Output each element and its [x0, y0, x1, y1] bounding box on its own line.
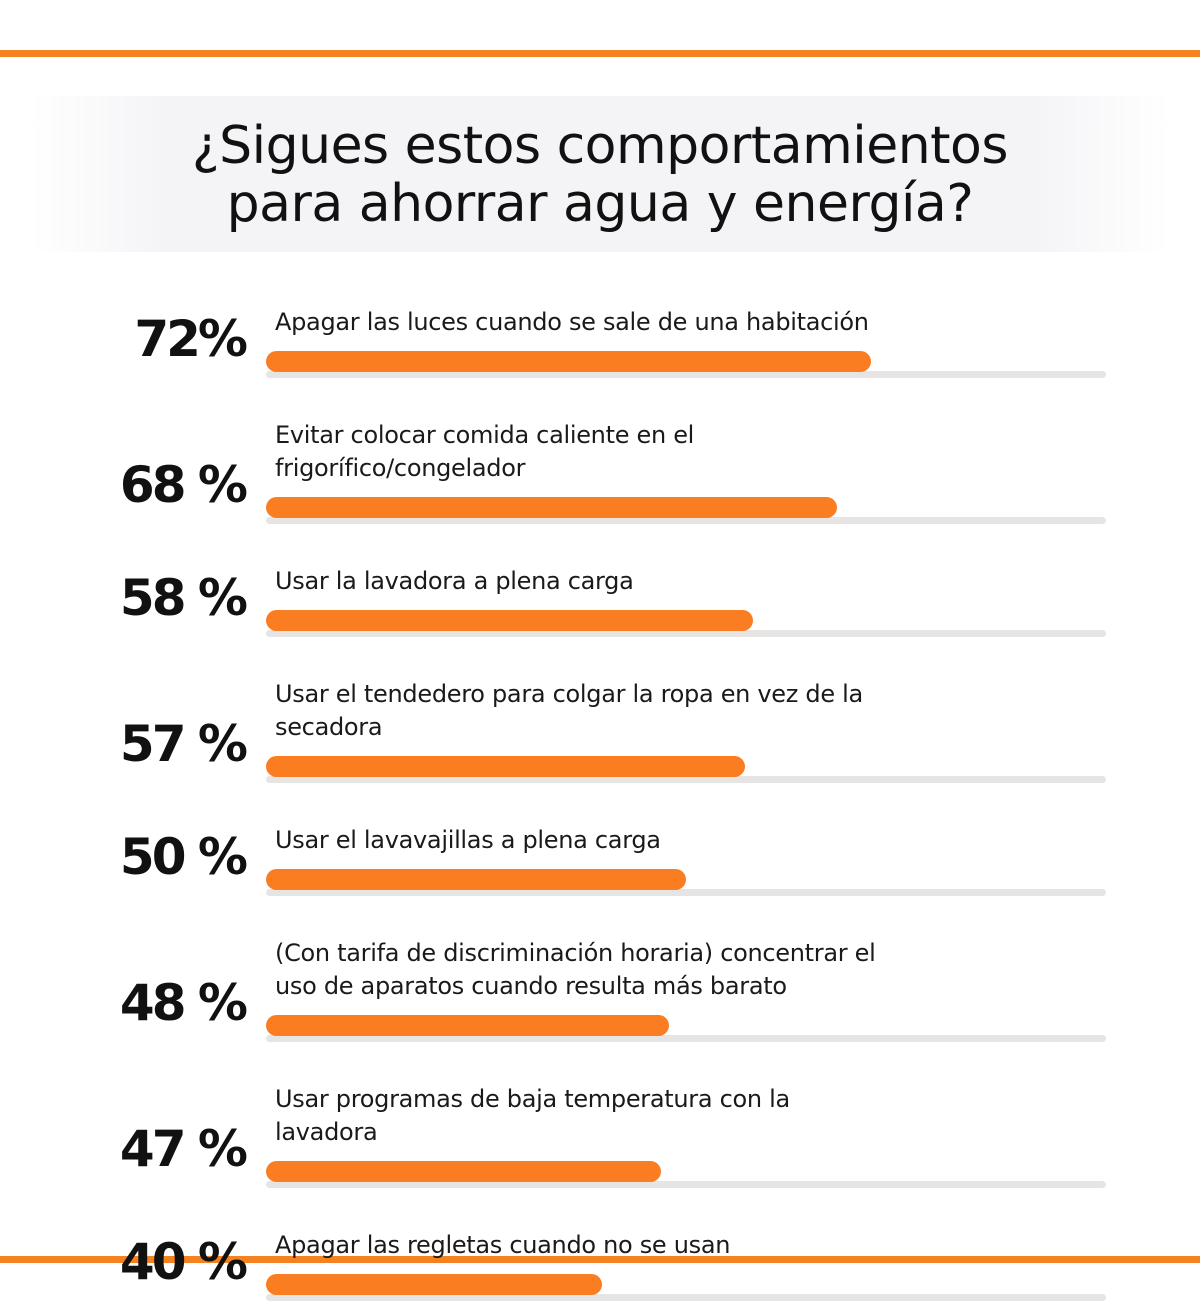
title-band: [30, 96, 1170, 252]
bar-track: [266, 371, 1106, 378]
bar: [266, 1274, 602, 1295]
value-label: 68 %: [119, 456, 248, 514]
category-label: Usar la lavadora a plena carga: [275, 567, 634, 595]
bottom-rule: [0, 1256, 1200, 1263]
bar: [266, 1161, 661, 1182]
value-label: 48 %: [119, 974, 248, 1032]
bar: [266, 869, 686, 890]
category-label: Usar el tendedero para colgar la ropa en…: [275, 680, 863, 741]
bar-track: [266, 630, 1106, 637]
category-label: Evitar colocar comida caliente en el fri…: [275, 421, 695, 482]
bar-track: [266, 1035, 1106, 1042]
value-label: 50 %: [119, 828, 248, 886]
bar: [266, 1015, 670, 1036]
bar-track: [266, 517, 1106, 524]
bar-track: [266, 1294, 1106, 1301]
bar: [266, 497, 838, 518]
value-label: 58 %: [119, 569, 248, 627]
title-line: ¿Sigues estos comportamientos: [192, 116, 1008, 176]
value-label: 40 %: [119, 1233, 248, 1291]
bar: [266, 756, 745, 777]
bar-track: [266, 1181, 1106, 1188]
title-line: para ahorrar agua y energía?: [226, 174, 974, 234]
bar: [266, 351, 871, 372]
value-label: 57 %: [119, 715, 248, 773]
category-label: Usar programas de baja temperatura con l…: [275, 1085, 790, 1146]
bar: [266, 610, 754, 631]
bar-track: [266, 776, 1106, 783]
category-label: (Con tarifa de discriminación horaria) c…: [275, 939, 876, 1000]
category-label: Apagar las luces cuando se sale de una h…: [275, 308, 869, 336]
bar-track: [266, 889, 1106, 896]
category-label: Usar el lavavajillas a plena carga: [275, 826, 661, 854]
top-rule: [0, 50, 1200, 57]
value-label: 72%: [134, 310, 248, 368]
value-label: 47 %: [119, 1120, 248, 1178]
category-label: Apagar las regletas cuando no se usan: [275, 1231, 731, 1259]
